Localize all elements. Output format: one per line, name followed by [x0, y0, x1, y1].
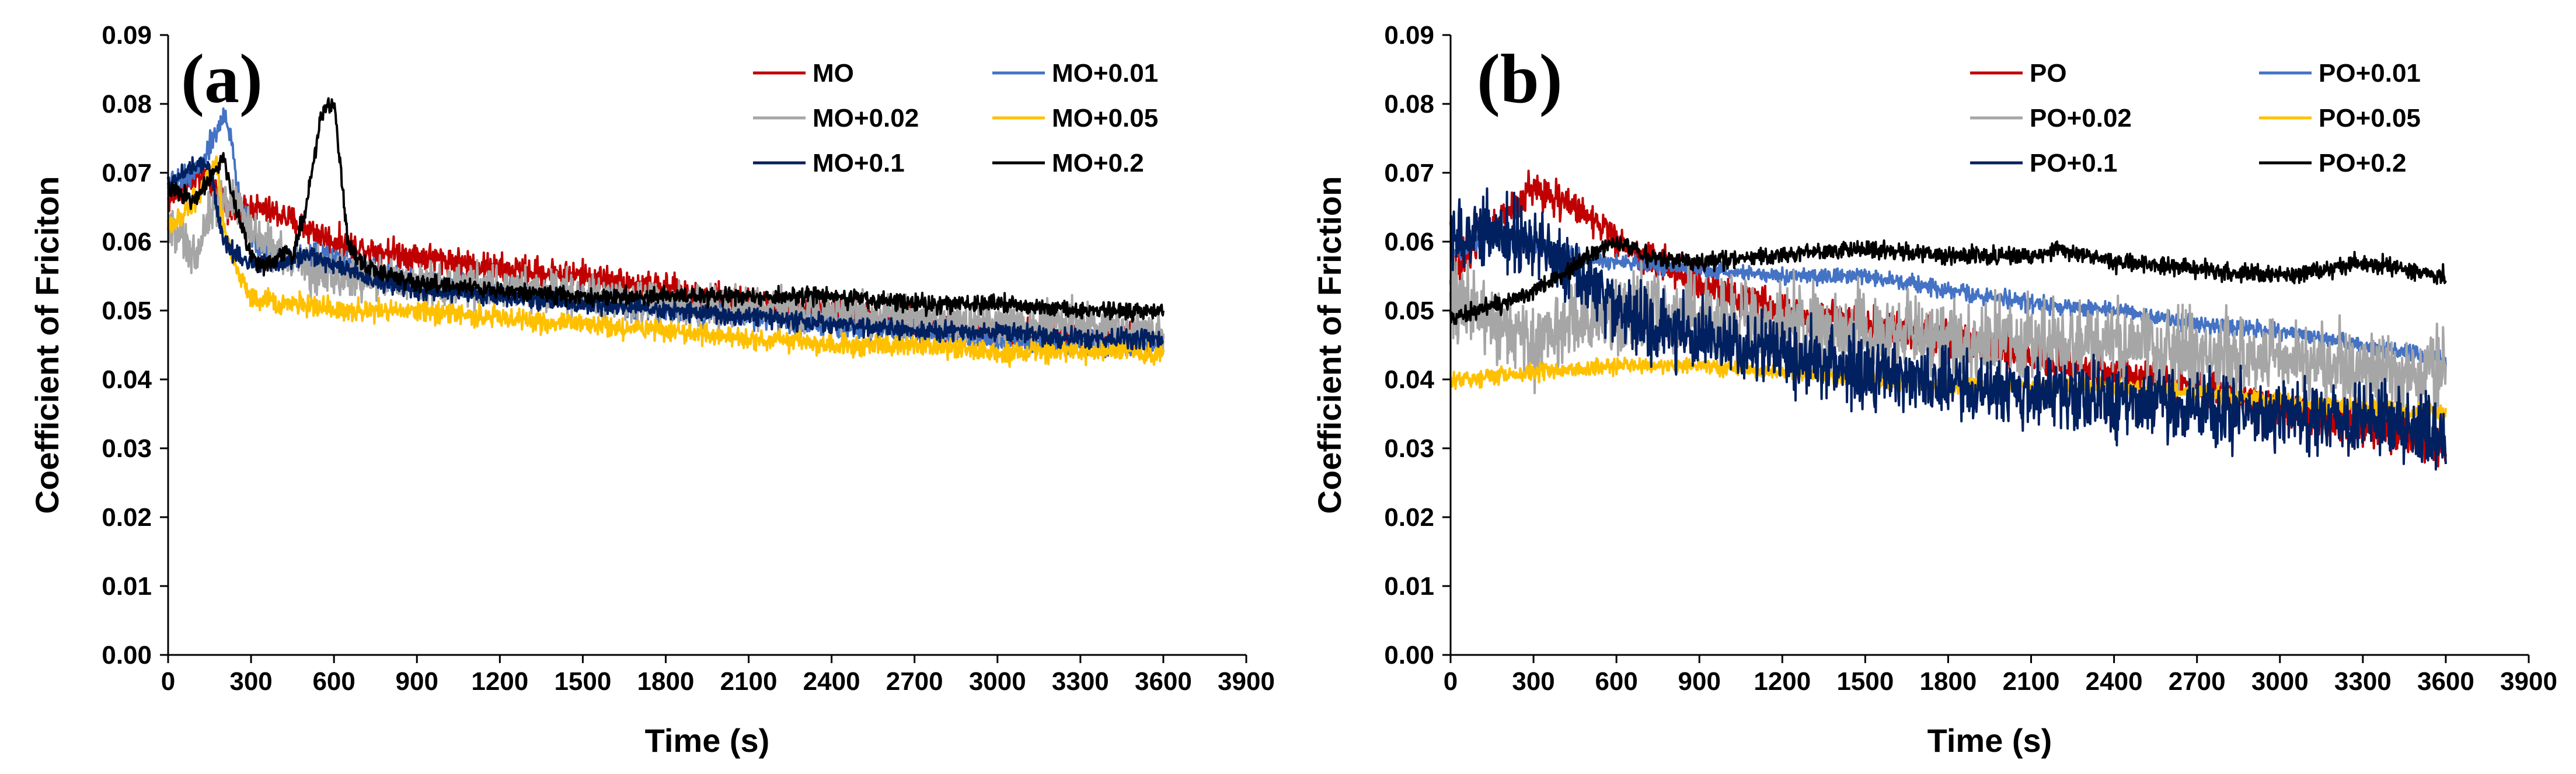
x-tick-label: 3900: [1218, 667, 1275, 696]
y-tick-label: 0.03: [1384, 434, 1434, 463]
x-axis-title: Time (s): [645, 722, 770, 759]
series-line-mo-0-2: [167, 97, 1165, 323]
y-tick-label: 0.05: [1384, 297, 1434, 325]
x-tick-label: 3900: [2500, 667, 2557, 696]
x-tick-label: 900: [396, 667, 438, 696]
x-tick-label: 900: [1678, 667, 1721, 696]
y-tick-label: 0.03: [102, 434, 152, 463]
series-line-mo-0-1: [167, 156, 1164, 351]
y-axis-title: Coefficient of Friciton: [29, 176, 65, 514]
y-tick-label: 0.02: [102, 503, 152, 532]
x-tick-label: 300: [1512, 667, 1554, 696]
series-line-po-0-1: [1449, 187, 2447, 471]
y-tick-label: 0.00: [102, 641, 152, 670]
y-tick-label: 0.08: [1384, 90, 1434, 118]
series-line-mo-0-02: [167, 179, 1165, 355]
y-tick-label: 0.09: [1384, 21, 1434, 50]
x-tick-label: 0: [1444, 667, 1458, 696]
x-tick-label: 600: [1595, 667, 1637, 696]
series-line-po-0-2: [1449, 236, 2447, 325]
chart-panel-b: 0 300 600 900 1200 1500 1800 2100 2400 2700 3000 33…: [1311, 21, 2557, 759]
y-tick-label: 0.01: [1384, 572, 1434, 601]
series-line-mo-0-05: [167, 155, 1165, 368]
x-tick-label: 3600: [1135, 667, 1192, 696]
x-tick-label: 2100: [720, 667, 778, 696]
x-tick-label: 1200: [1754, 667, 1811, 696]
y-tick-label: 0.02: [1384, 503, 1434, 532]
x-tick-label: 1800: [637, 667, 695, 696]
legend-label: MO+0.1: [813, 149, 905, 177]
legend-label: PO+0.1: [2030, 149, 2117, 177]
x-tick-label: 300: [229, 667, 272, 696]
y-tick-label: 0.07: [102, 159, 152, 187]
y-tick-label: 0.09: [102, 21, 152, 50]
x-tick-label: 1200: [471, 667, 528, 696]
legend-label: PO+0.01: [2319, 59, 2421, 88]
legend-label: PO+0.02: [2030, 104, 2132, 133]
x-tick-label: 2400: [2086, 667, 2143, 696]
y-tick-label: 0.07: [1384, 159, 1434, 187]
legend-label: PO+0.05: [2319, 104, 2421, 133]
panel-label: (b): [1477, 40, 1563, 117]
x-tick-label: 1800: [1920, 667, 1977, 696]
legend-label: MO+0.01: [1052, 59, 1158, 88]
panel-label: (a): [181, 40, 263, 117]
y-tick-label: 0.01: [102, 572, 152, 601]
x-axis-title: Time (s): [1927, 722, 2052, 759]
legend-label: PO: [2030, 59, 2067, 88]
legend-label: MO+0.2: [1052, 149, 1144, 177]
x-tick-label: 2400: [803, 667, 860, 696]
x-tick-label: 3000: [969, 667, 1026, 696]
legend-label: MO+0.02: [813, 104, 919, 133]
x-tick-label: 600: [312, 667, 355, 696]
x-tick-label: 3300: [1052, 667, 1109, 696]
y-tick-label: 0.05: [102, 297, 152, 325]
chart-panel-a: 0 300 600 900 1200 1500 1800 2100 2400 2700 3000 33…: [29, 21, 1275, 759]
series-line-mo-0-01: [167, 107, 1165, 359]
x-tick-label: 2100: [2003, 667, 2060, 696]
x-tick-label: 1500: [1836, 667, 1894, 696]
series-line-po-0-02: [1449, 257, 2447, 426]
x-tick-label: 2700: [886, 667, 943, 696]
x-tick-label: 3000: [2251, 667, 2309, 696]
x-tick-label: 2700: [2169, 667, 2226, 696]
y-axis-title: Coefficient of Friction: [1311, 176, 1348, 514]
x-tick-label: 1500: [554, 667, 611, 696]
y-tick-label: 0.06: [1384, 228, 1434, 256]
x-tick-label: 0: [161, 667, 175, 696]
x-tick-label: 3300: [2334, 667, 2392, 696]
legend-label: MO+0.05: [1052, 104, 1158, 133]
y-tick-label: 0.06: [102, 228, 152, 256]
y-tick-label: 0.00: [1384, 641, 1434, 670]
legend-label: PO+0.2: [2319, 149, 2406, 177]
legend-label: MO: [813, 59, 854, 88]
y-tick-label: 0.04: [1384, 365, 1434, 394]
y-tick-label: 0.08: [102, 90, 152, 118]
x-tick-label: 3600: [2417, 667, 2474, 696]
y-tick-label: 0.04: [102, 365, 152, 394]
